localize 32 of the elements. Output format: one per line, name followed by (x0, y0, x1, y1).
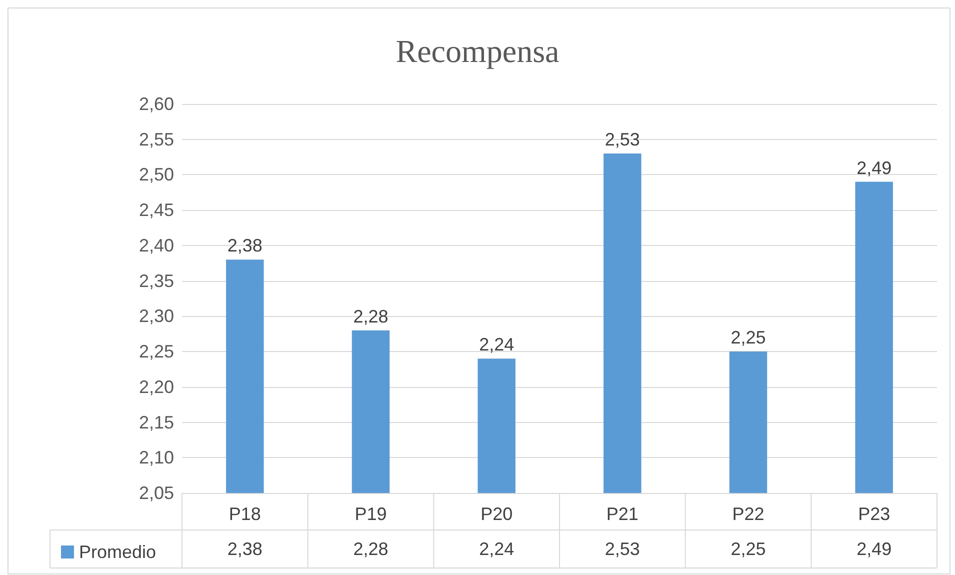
chart-title: Recompensa (396, 33, 560, 69)
y-tick-label: 2,55 (138, 129, 174, 150)
data-label: 2,24 (479, 539, 514, 559)
data-label: 2,53 (604, 539, 640, 559)
y-tick-label: 2,10 (138, 448, 174, 468)
x-tick-label: P19 (354, 504, 387, 524)
y-tick-label: 2,50 (138, 164, 174, 185)
text: 2,49 (856, 158, 892, 178)
text: 2,28 (353, 306, 388, 326)
y-tick-label: 2,30 (138, 306, 174, 326)
data-label: 2,25 (730, 539, 766, 559)
y-tick-label: 2,15 (138, 412, 174, 432)
legend-label: Promedio (79, 542, 156, 562)
x-tick-label: P21 (606, 504, 638, 524)
data-label: 2,28 (353, 539, 388, 559)
text: 2,25 (730, 328, 766, 348)
data-label: 2,49 (856, 539, 892, 559)
y-tick-label: 2,60 (138, 94, 174, 114)
x-tick-label: P18 (228, 504, 261, 524)
y-tick-label: 2,45 (138, 200, 174, 220)
x-tick-label: P20 (480, 504, 513, 524)
x-tick-label: P23 (858, 504, 890, 524)
text: 2,38 (227, 236, 262, 256)
y-tick-label: 2,35 (138, 270, 174, 291)
text: 2,53 (604, 130, 640, 150)
x-tick-label: P22 (732, 504, 764, 524)
y-tick-label: 2,20 (138, 376, 174, 397)
text: 2,24 (479, 334, 514, 355)
y-tick-label: 2,25 (138, 342, 174, 362)
y-tick-label: 2,05 (138, 483, 174, 503)
y-tick-label: 2,40 (138, 235, 174, 256)
data-label: 2,38 (227, 539, 262, 559)
